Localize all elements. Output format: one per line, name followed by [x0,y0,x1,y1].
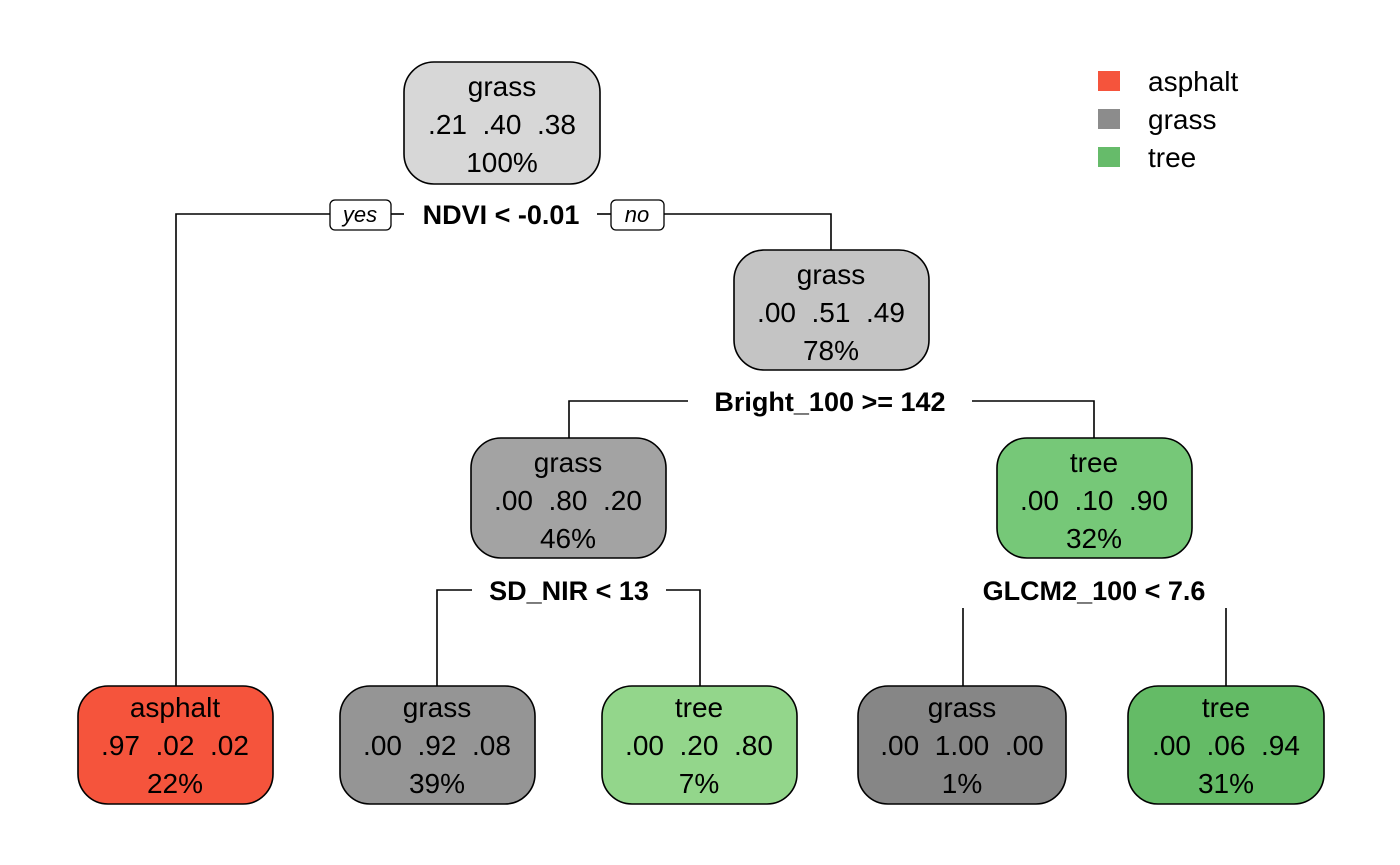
node-12-pct: 39% [409,768,465,799]
split-label-ndvi: NDVI < -0.01 [423,200,580,230]
edge-root-right [664,213,832,250]
node-15-box [1127,685,1325,805]
node-3-pct: 78% [803,335,859,366]
node-15-pct: 31% [1198,768,1254,799]
node-3-box [733,249,930,371]
node-13-probs: .00 .20 .80 [625,730,773,761]
node-15: tree .00 .06 .94 31% [1127,685,1325,805]
node-12-class: grass [403,692,471,723]
node-root-class: grass [468,71,536,102]
node-14-box [857,685,1067,805]
edge-sdnir-left [436,589,472,686]
node-14: grass .00 1.00 .00 1% [857,685,1067,805]
node-2: asphalt .97 .02 .02 22% [77,685,274,805]
legend-swatch-asphalt [1098,71,1120,91]
split-label-glcm: GLCM2_100 < 7.6 [983,576,1206,606]
node-7-probs: .00 .10 .90 [1020,485,1168,516]
node-root: grass .21 .40 .38 100% [403,61,601,185]
legend-label-asphalt: asphalt [1148,66,1239,97]
no-label-text: no [625,202,649,227]
node-6-box [470,437,667,559]
node-7-box [996,437,1193,559]
node-12: grass .00 .92 .08 39% [339,685,536,805]
node-6-pct: 46% [540,523,596,554]
node-6: grass .00 .80 .20 46% [470,437,667,559]
node-2-pct: 22% [147,768,203,799]
legend-label-tree: tree [1148,142,1196,173]
node-3-class: grass [797,259,865,290]
node-3: grass .00 .51 .49 78% [733,249,930,371]
edge-bright-right [972,400,1095,438]
split-label-sdnir: SD_NIR < 13 [489,576,649,606]
edge-root-left [175,213,330,686]
node-6-probs: .00 .80 .20 [494,485,642,516]
node-14-pct: 1% [942,768,982,799]
node-2-class: asphalt [130,692,221,723]
node-14-class: grass [928,692,996,723]
node-14-probs: .00 1.00 .00 [880,730,1043,761]
node-root-pct: 100% [466,147,538,178]
node-13-pct: 7% [679,768,719,799]
legend-label-grass: grass [1148,104,1216,135]
edge-bright-left [568,400,688,438]
yes-label: yes [329,199,392,231]
node-3-probs: .00 .51 .49 [757,297,905,328]
node-15-probs: .00 .06 .94 [1152,730,1300,761]
tree-edges [175,213,1227,686]
node-2-probs: .97 .02 .02 [101,730,249,761]
no-label: no [610,199,665,231]
legend: asphalt grass tree [1098,66,1239,173]
legend-swatch-tree [1098,147,1120,167]
edge-sdnir-right [666,589,701,686]
node-13-box [601,685,798,805]
node-6-class: grass [534,447,602,478]
node-15-class: tree [1202,692,1250,723]
node-12-probs: .00 .92 .08 [363,730,511,761]
node-2-box [77,685,274,805]
split-label-bright: Bright_100 >= 142 [714,387,945,417]
legend-swatch-grass [1098,109,1120,129]
node-7-pct: 32% [1066,523,1122,554]
node-13-class: tree [675,692,723,723]
node-13: tree .00 .20 .80 7% [601,685,798,805]
node-root-probs: .21 .40 .38 [428,109,576,140]
yes-label-text: yes [341,202,377,227]
node-12-box [339,685,536,805]
node-root-box [403,61,601,185]
node-7-class: tree [1070,447,1118,478]
node-7: tree .00 .10 .90 32% [996,437,1193,559]
